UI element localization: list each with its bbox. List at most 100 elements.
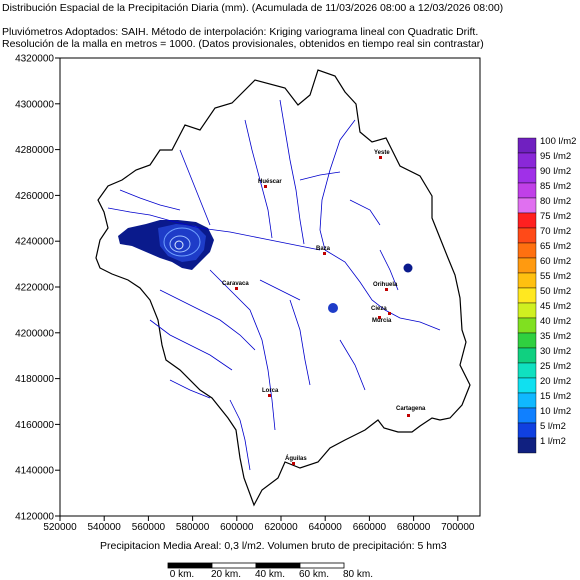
city-cartagena: Cartagena	[396, 406, 426, 417]
x-tick-label: 600000	[220, 522, 254, 533]
legend-swatch	[517, 437, 537, 454]
y-tick-label: 4320000	[15, 54, 54, 65]
legend-swatch	[517, 272, 537, 289]
legend-swatch	[517, 392, 537, 409]
y-tick-label: 4260000	[15, 191, 54, 202]
legend-swatch	[517, 302, 537, 319]
legend-label: 10 l/m2	[540, 406, 571, 417]
x-tick-label: 640000	[309, 522, 343, 533]
city-huescar: Huéscar	[258, 179, 282, 188]
legend-label: 80 l/m2	[540, 196, 571, 207]
city-cieza: Cieza	[371, 306, 391, 315]
scale-seg-1	[167, 562, 213, 569]
scale-label: 60 km.	[299, 569, 329, 580]
legend-label: 65 l/m2	[540, 241, 571, 252]
rain-spot-central	[328, 303, 338, 313]
legend-label: 35 l/m2	[540, 331, 571, 342]
x-tick-label: 620000	[264, 522, 298, 533]
legend-label: 25 l/m2	[540, 361, 571, 372]
city-label-cartagena: Cartagena	[396, 406, 426, 412]
scale-bar: 0 km. 20 km. 40 km. 60 km. 80 km.	[167, 562, 373, 580]
legend-swatch	[517, 377, 537, 394]
y-tick-label: 4280000	[15, 145, 54, 156]
legend-label: 90 l/m2	[540, 166, 571, 177]
legend-label: 95 l/m2	[540, 151, 571, 162]
basin-outline	[95, 69, 471, 507]
city-label-lorca: Lorca	[262, 388, 279, 394]
legend-label: 55 l/m2	[540, 271, 571, 282]
legend-swatch	[517, 242, 537, 259]
city-caravaca: Caravaca	[222, 281, 249, 290]
legend-label: 75 l/m2	[540, 211, 571, 222]
y-tick-label: 4160000	[15, 420, 54, 431]
legend-swatch	[517, 287, 537, 304]
city-label-yeste: Yeste	[374, 150, 390, 156]
rain-patches	[118, 220, 413, 313]
legend-swatch	[517, 257, 537, 274]
city-label-murcia: Murcia	[372, 318, 392, 324]
scale-label: 20 km.	[211, 569, 241, 580]
y-tick-label: 4180000	[15, 374, 54, 385]
cities: Yeste Huéscar Baza Caravaca Cieza Orihue…	[222, 150, 426, 465]
resolution-note: Resolución de la malla en metros = 1000.…	[2, 38, 484, 50]
legend-label: 45 l/m2	[540, 301, 571, 312]
legend-label: 85 l/m2	[540, 181, 571, 192]
rain-contour-3	[174, 240, 184, 250]
legend-swatch	[517, 182, 537, 199]
legend-label: 40 l/m2	[540, 316, 571, 327]
legend-swatch	[517, 212, 537, 229]
scale-seg-3	[255, 562, 301, 569]
legend-label: 100 l/m2	[540, 136, 576, 147]
legend-label: 15 l/m2	[540, 391, 571, 402]
city-lorca: Lorca	[262, 388, 279, 397]
legend-swatch	[517, 317, 537, 334]
map-title: Distribución Espacial de la Precipitació…	[2, 2, 504, 14]
areal-precipitation-summary: Precipitacion Media Areal: 0,3 l/m2. Vol…	[100, 540, 447, 552]
x-tick-label: 680000	[397, 522, 431, 533]
legend-swatch	[517, 197, 537, 214]
x-tick-label: 660000	[353, 522, 387, 533]
scale-seg-2	[211, 562, 257, 569]
river-network	[107, 99, 441, 471]
city-label-baza: Baza	[316, 246, 331, 252]
scale-seg-4	[299, 562, 345, 569]
x-tick-label: 580000	[176, 522, 210, 533]
city-orihuela: Orihuela	[373, 282, 398, 291]
scale-label: 80 km.	[343, 569, 373, 580]
legend-label: 50 l/m2	[540, 286, 571, 297]
scale-label: 0 km.	[170, 569, 194, 580]
legend-swatch	[517, 137, 537, 154]
legend: 100 l/m2 95 l/m2 90 l/m2 85 l/m2 80 l/m2 75 l…	[517, 136, 576, 454]
legend-swatch	[517, 332, 537, 349]
city-label-caravaca: Caravaca	[222, 281, 249, 287]
city-label-cieza: Cieza	[371, 306, 387, 312]
city-label-aguilas: Águilas	[285, 455, 307, 462]
legend-label: 30 l/m2	[540, 346, 571, 357]
x-tick-label: 560000	[132, 522, 166, 533]
legend-swatch	[517, 347, 537, 364]
x-tick-label: 700000	[441, 522, 475, 533]
city-label-huescar: Huéscar	[258, 179, 282, 185]
city-label-orihuela: Orihuela	[373, 282, 398, 288]
city-baza: Baza	[316, 246, 331, 255]
city-aguilas: Águilas	[285, 455, 307, 465]
legend-label: 70 l/m2	[540, 226, 571, 237]
rain-spot-east	[403, 263, 413, 273]
x-axis: 520000 540000 560000 580000 600000 620000 6400…	[43, 516, 475, 533]
rain-contour-1	[163, 227, 201, 257]
city-murcia: Murcia	[372, 316, 392, 324]
rain-contour-2	[169, 235, 191, 253]
y-tick-label: 4200000	[15, 328, 54, 339]
y-tick-label: 4220000	[15, 283, 54, 294]
city-yeste: Yeste	[374, 150, 390, 159]
y-axis: 4320000 4300000 4280000 4260000 4240000 42200…	[15, 54, 60, 523]
y-tick-label: 4240000	[15, 237, 54, 248]
legend-swatch	[517, 407, 537, 424]
legend-swatch	[517, 152, 537, 169]
legend-swatch	[517, 362, 537, 379]
y-tick-label: 4300000	[15, 99, 54, 110]
x-tick-label: 540000	[88, 522, 122, 533]
y-tick-label: 4120000	[15, 512, 54, 523]
legend-swatch	[517, 422, 537, 439]
legend-swatch	[517, 167, 537, 184]
